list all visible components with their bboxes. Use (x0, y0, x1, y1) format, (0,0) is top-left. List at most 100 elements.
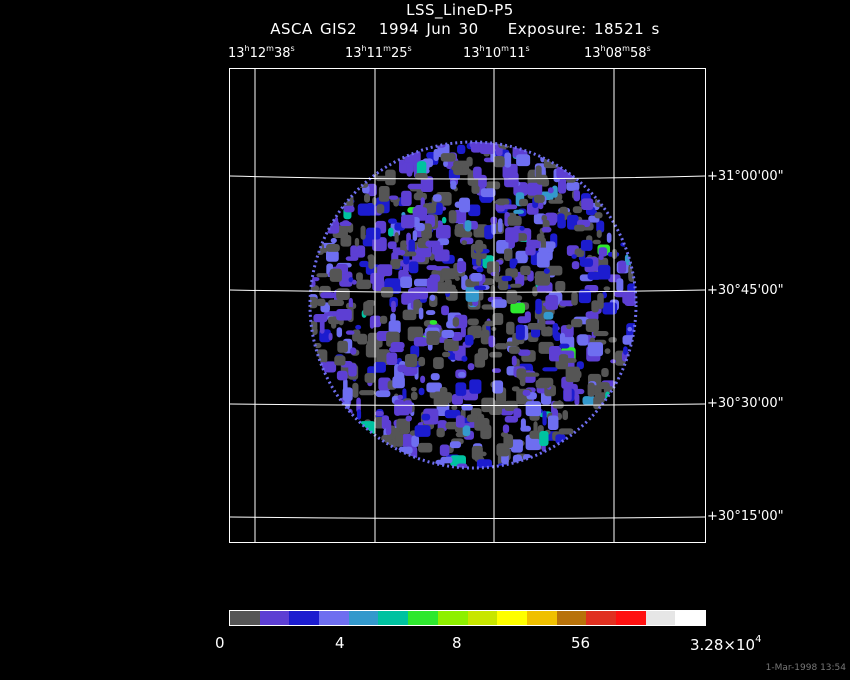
count-pixel (582, 396, 596, 406)
count-pixel (364, 372, 376, 383)
count-pixel (407, 183, 424, 190)
count-pixel (484, 225, 494, 240)
count-pixel (411, 435, 420, 448)
count-pixel (545, 326, 552, 333)
dec-label-3: +30°30'00" (707, 396, 784, 411)
count-pixel (397, 394, 404, 400)
count-pixel (348, 297, 353, 309)
count-pixel (489, 351, 503, 358)
count-pixel (441, 329, 455, 339)
count-pixel (504, 248, 513, 262)
count-pixel (390, 259, 401, 269)
count-pixel (627, 326, 633, 332)
colorbar-swatch (467, 611, 498, 625)
colorbar-swatch (408, 611, 438, 625)
colorbar-swatch (230, 611, 260, 625)
count-pixel (509, 258, 517, 269)
colorbar-label-56: 56 (571, 634, 591, 652)
count-pixel (451, 405, 458, 411)
count-pixel (379, 315, 388, 324)
count-pixel (405, 415, 413, 422)
count-pixel (580, 239, 593, 251)
count-pixel (443, 338, 459, 352)
count-pixel (480, 188, 496, 198)
count-pixel (524, 311, 531, 323)
detector-rim (308, 140, 638, 470)
count-pixel (505, 227, 519, 243)
count-pixel (539, 431, 549, 446)
count-pixel (496, 443, 510, 457)
count-pixel (441, 305, 449, 316)
count-pixel (494, 200, 510, 205)
count-pixel (574, 388, 585, 395)
count-pixel (378, 186, 390, 202)
count-pixel (572, 206, 583, 214)
count-pixel (511, 355, 517, 367)
count-pixel (326, 244, 340, 252)
colorbar-swatch (675, 611, 705, 625)
count-pixel (525, 401, 542, 417)
count-pixel (387, 241, 397, 249)
count-pixel (454, 201, 468, 208)
count-pixel (473, 285, 487, 291)
count-pixel (574, 393, 580, 406)
count-pixel (546, 265, 563, 276)
count-pixel (402, 309, 417, 321)
count-pixel (485, 181, 501, 190)
count-pixel (339, 221, 352, 226)
count-pixel (541, 215, 548, 221)
count-pixel (414, 278, 430, 287)
count-pixel (413, 192, 427, 201)
count-pixel (420, 375, 426, 384)
count-pixel (538, 318, 546, 331)
count-pixel (462, 425, 471, 437)
count-pixel (385, 169, 396, 186)
count-pixel (470, 273, 483, 282)
count-pixel (596, 220, 605, 233)
count-pixel (544, 320, 555, 325)
count-pixel (491, 368, 502, 373)
count-pixel (606, 232, 612, 243)
count-pixel (477, 347, 489, 361)
count-pixel (430, 373, 440, 381)
count-pixel (316, 273, 328, 278)
count-pixel (513, 209, 524, 214)
count-pixel (475, 239, 484, 253)
count-pixel (355, 324, 362, 330)
count-pixel (502, 424, 510, 434)
count-pixel (375, 390, 391, 398)
count-pixel (622, 335, 636, 345)
count-pixel (369, 316, 375, 329)
count-pixel (505, 268, 518, 278)
count-pixel (597, 293, 604, 309)
count-pixel (336, 327, 343, 338)
count-pixel (552, 322, 559, 339)
count-pixel (468, 204, 481, 217)
count-pixel (618, 260, 627, 274)
count-pixel (388, 320, 401, 334)
count-pixel (400, 276, 413, 289)
count-pixel (336, 308, 352, 321)
ra-label-4: 13h08m58s (584, 44, 651, 61)
count-pixel (506, 321, 515, 335)
image-subtitle: ASCA GIS2 1994 Jun 30 Exposure: 18521 s (270, 20, 660, 38)
count-pixel (517, 349, 531, 356)
colorbar-swatch (259, 611, 290, 625)
count-pixel (522, 389, 531, 396)
count-pixel (352, 279, 357, 285)
count-pixel (516, 368, 527, 379)
count-pixel (320, 292, 336, 299)
count-pixel (559, 343, 570, 349)
count-pixel (429, 320, 438, 325)
count-pixel (622, 291, 636, 305)
count-pixel (345, 256, 359, 261)
count-pixel (326, 250, 339, 262)
count-pixel (465, 286, 479, 302)
count-pixel (348, 363, 357, 377)
colorbar-label-4: 4 (335, 634, 345, 652)
count-pixel (581, 198, 594, 211)
count-pixel (591, 300, 599, 313)
colorbar-swatch (319, 611, 349, 625)
count-pixel (610, 359, 617, 364)
count-pixel (558, 354, 569, 369)
